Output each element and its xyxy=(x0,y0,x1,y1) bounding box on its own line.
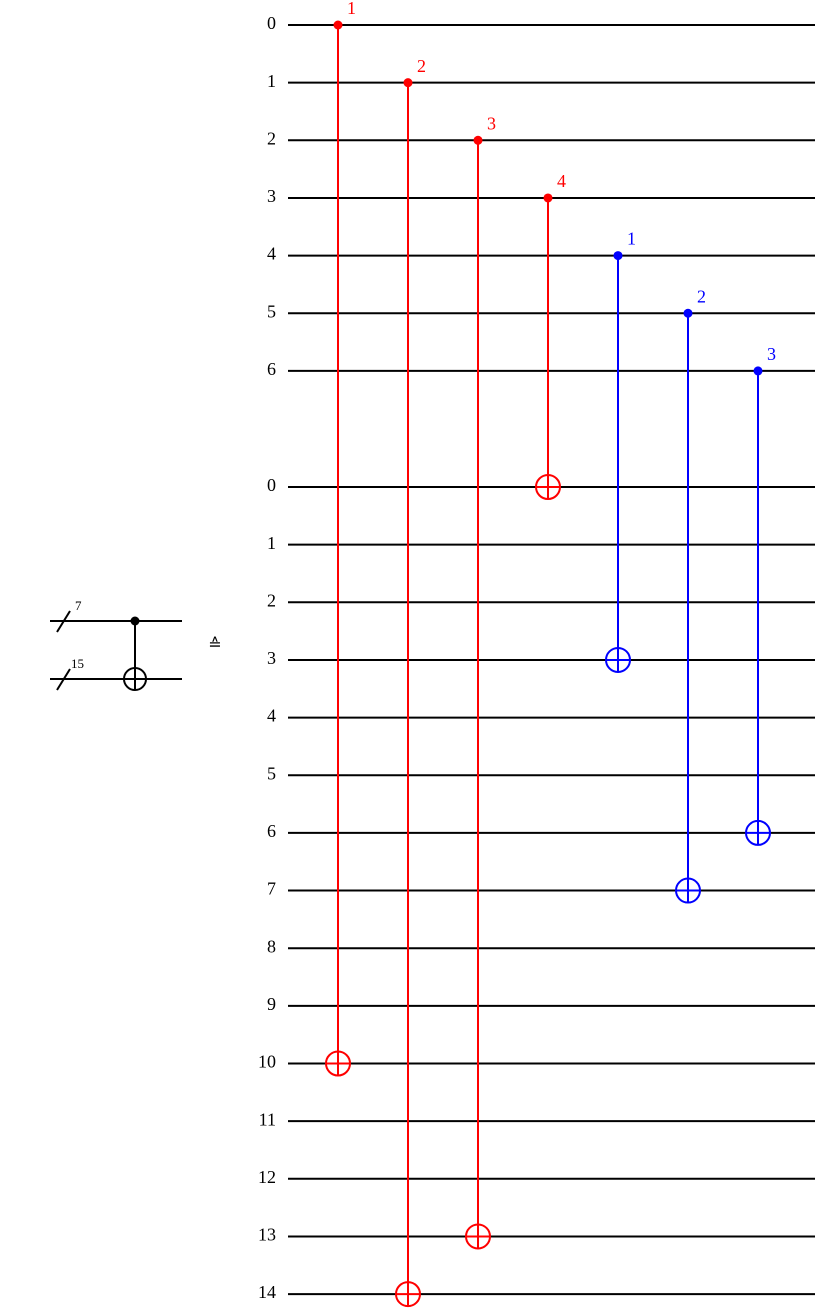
wire-label: 3 xyxy=(267,648,276,668)
wire-label: 11 xyxy=(259,1109,276,1129)
wire-label: 14 xyxy=(258,1282,276,1302)
control-dot xyxy=(130,616,140,626)
wire-label: 12 xyxy=(258,1167,276,1187)
control-dot xyxy=(333,20,343,30)
gate-label: 1 xyxy=(347,0,356,18)
gate-label: 1 xyxy=(627,229,636,249)
gate-label: 4 xyxy=(557,171,566,191)
control-dot xyxy=(613,251,623,261)
bundle-slash xyxy=(56,668,71,691)
control-dot xyxy=(403,78,413,88)
wire-label: 5 xyxy=(267,301,276,321)
left-circuit xyxy=(50,610,182,691)
wire-label: 6 xyxy=(267,821,276,841)
wire-label: 4 xyxy=(267,706,276,726)
gate-label: 3 xyxy=(487,113,496,133)
control-dot xyxy=(683,308,693,318)
equivalence-symbol: ≙ xyxy=(208,637,221,654)
wire-label: 2 xyxy=(267,128,276,148)
wire-label: 4 xyxy=(267,244,276,264)
gate-label: 2 xyxy=(697,286,706,306)
wire-label: 0 xyxy=(267,475,276,495)
wire-label: 3 xyxy=(267,186,276,206)
wire-label: 0 xyxy=(267,13,276,33)
control-dot xyxy=(543,193,553,203)
control-dot xyxy=(473,135,483,145)
wire-label: 1 xyxy=(267,71,276,91)
wire-label: 1 xyxy=(267,533,276,553)
wire-label: 9 xyxy=(267,994,276,1014)
bundle-slash xyxy=(56,610,71,633)
control-dot xyxy=(753,366,763,376)
wire-label: 8 xyxy=(267,936,276,956)
wire-label: 10 xyxy=(258,1052,276,1072)
wire-label: 13 xyxy=(258,1225,276,1245)
gate-label: 2 xyxy=(417,56,426,76)
wire-label: 6 xyxy=(267,359,276,379)
wire-label: 2 xyxy=(267,590,276,610)
gate-label: 3 xyxy=(767,344,776,364)
wire-label: 7 xyxy=(267,879,276,899)
register-size: 15 xyxy=(71,656,84,671)
register-size: 7 xyxy=(75,598,82,613)
wire-label: 5 xyxy=(267,763,276,783)
